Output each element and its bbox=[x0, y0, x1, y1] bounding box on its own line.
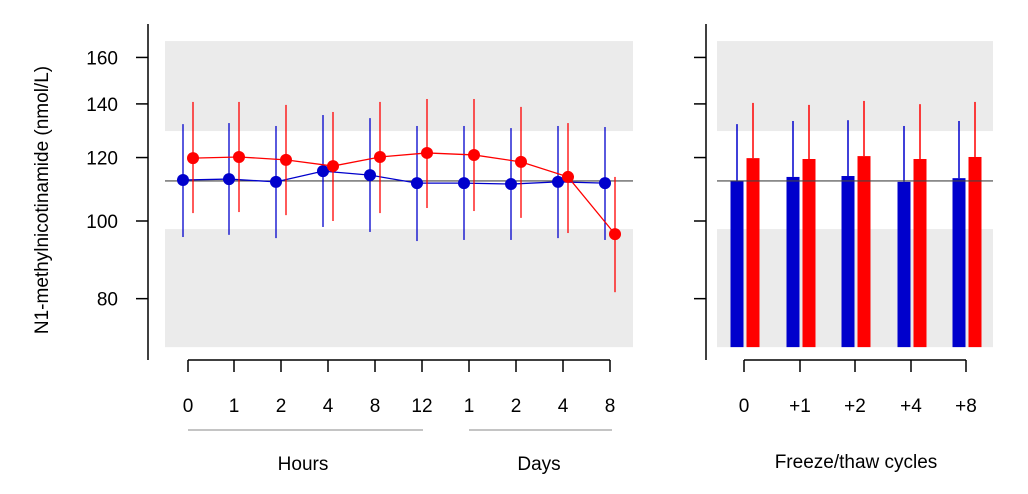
x-tick-label: 8 bbox=[605, 396, 616, 417]
data-point-blue bbox=[223, 173, 235, 186]
bar-red bbox=[968, 156, 982, 348]
y-tick-label: 140 bbox=[86, 95, 118, 116]
data-point-blue bbox=[458, 177, 470, 190]
data-point-blue bbox=[599, 177, 611, 190]
series-line-red bbox=[192, 152, 616, 235]
group-label-days: Days bbox=[517, 454, 560, 475]
data-point-red bbox=[233, 150, 245, 163]
data-point-red bbox=[421, 146, 433, 159]
x-tick-label: 12 bbox=[411, 396, 432, 417]
bar-red bbox=[802, 159, 816, 348]
y-tick-label: 120 bbox=[86, 149, 118, 170]
data-point-red bbox=[280, 153, 292, 166]
x-tick-label: 1 bbox=[464, 396, 475, 417]
data-point-blue bbox=[364, 169, 376, 182]
x-tick-label: 0 bbox=[183, 396, 194, 417]
data-point-red bbox=[327, 160, 339, 173]
right-panel: 0 +1 +2 +4 +8 bbox=[694, 24, 993, 417]
bar-blue bbox=[786, 176, 800, 348]
bar-red bbox=[746, 158, 760, 348]
bar-blue bbox=[841, 176, 855, 348]
bar-blue bbox=[952, 178, 966, 348]
data-point-blue bbox=[317, 165, 329, 178]
bar-red bbox=[913, 159, 927, 348]
x-tick-label: +8 bbox=[955, 396, 977, 417]
data-point-red bbox=[515, 155, 527, 168]
shaded-band bbox=[717, 229, 993, 348]
x-tick-label: +4 bbox=[900, 396, 922, 417]
shaded-band bbox=[165, 229, 633, 348]
y-axis-label: N1-methylnicotinamide (nmol/L) bbox=[32, 66, 53, 334]
x-tick-label: 2 bbox=[276, 396, 287, 417]
data-point-red bbox=[187, 152, 199, 165]
y-tick-label: 160 bbox=[86, 48, 118, 69]
data-point-red bbox=[562, 170, 574, 183]
group-label-hours: Hours bbox=[278, 454, 329, 475]
data-point-blue bbox=[270, 175, 282, 188]
shaded-band bbox=[165, 41, 633, 132]
data-point-blue bbox=[177, 174, 189, 187]
right-x-axis-label: Freeze/thaw cycles bbox=[775, 452, 938, 473]
data-point-red bbox=[374, 150, 386, 163]
bar-red bbox=[857, 156, 871, 348]
x-tick-label: +2 bbox=[844, 396, 866, 417]
bar-blue bbox=[730, 180, 744, 348]
x-tick-label: 1 bbox=[229, 396, 240, 417]
x-tick-label: 2 bbox=[511, 396, 522, 417]
shaded-band bbox=[717, 41, 993, 132]
x-tick-label: +1 bbox=[789, 396, 811, 417]
y-tick-label: 100 bbox=[86, 212, 118, 233]
x-tick-label: 8 bbox=[370, 396, 381, 417]
data-point-red bbox=[609, 228, 621, 241]
data-point-red bbox=[468, 148, 480, 161]
bar-blue bbox=[897, 181, 911, 348]
x-tick-label: 4 bbox=[323, 396, 334, 417]
x-tick-label: 0 bbox=[739, 396, 750, 417]
y-tick-label: 80 bbox=[97, 290, 118, 311]
x-tick-label: 4 bbox=[558, 396, 569, 417]
data-point-blue bbox=[411, 177, 423, 190]
data-point-blue bbox=[505, 178, 517, 191]
data-point-blue bbox=[552, 175, 564, 188]
series-line-blue bbox=[182, 170, 606, 185]
